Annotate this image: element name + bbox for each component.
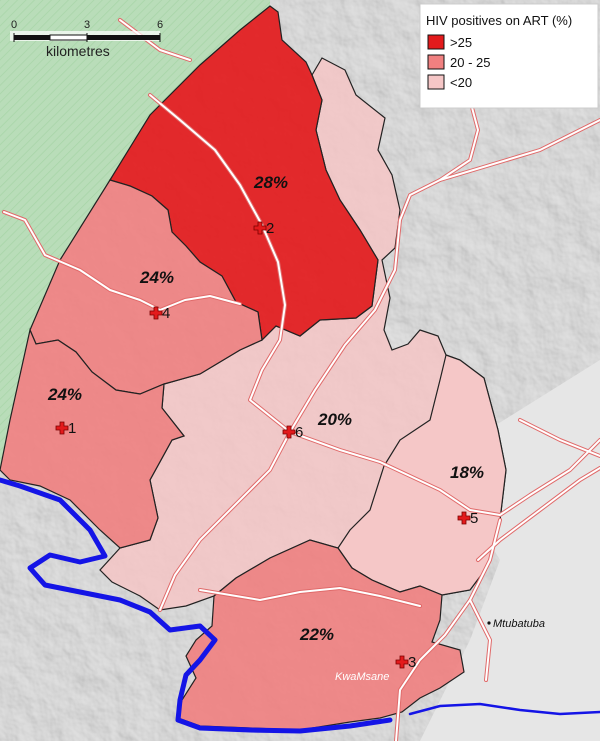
river-east (408, 702, 600, 716)
clinic-markers (55, 221, 471, 669)
legend-title: HIV positives on ART (%) (426, 13, 572, 28)
town-kwamsane-label: KwaMsane (335, 671, 389, 683)
region-clinic-6-pct: 20% (317, 410, 352, 429)
clinic-3-marker[interactable] (395, 655, 409, 669)
region-clinic-3-area (177, 539, 465, 731)
region-clinic-2-pct: 28% (253, 173, 288, 192)
clinic-4-label: 4 (162, 305, 170, 322)
legend-swatch-low (427, 74, 445, 90)
legend-box (419, 3, 599, 109)
road-network (2, 18, 600, 741)
legend-swatch-high (427, 34, 445, 50)
clinic-6-label: 6 (295, 424, 303, 441)
region-clinic-1-pct: 24% (47, 385, 82, 404)
region-clinic-1-area (0, 328, 185, 549)
region-clinic-4-pct: 24% (139, 268, 174, 287)
clinic-5-label: 5 (470, 510, 478, 527)
scale-tick-0: 0 (11, 19, 17, 31)
clinic-1-label: 1 (68, 420, 76, 437)
clinic-6-marker[interactable] (282, 425, 296, 439)
legend: HIV positives on ART (%) >25 20 - 25 <20 (419, 3, 599, 109)
clinic-4-marker[interactable] (149, 306, 163, 320)
clinic-3-label: 3 (408, 654, 416, 671)
river-main (0, 477, 393, 734)
legend-label-mid: 20 - 25 (450, 55, 490, 70)
legend-label-high: >25 (450, 35, 472, 50)
clinic-1-marker[interactable] (55, 421, 69, 435)
clinic-2-marker[interactable] (253, 221, 267, 235)
region-clinic-5-pct: 18% (450, 463, 484, 482)
scale-unit: kilometres (46, 43, 110, 59)
region-clinic-3-pct: 22% (299, 625, 334, 644)
legend-swatch-mid (427, 54, 445, 70)
town-mtubatuba-dot (487, 621, 491, 625)
vegetation-west-hatch (0, 0, 270, 470)
scale-tick-3: 3 (84, 19, 90, 31)
clinic-2-label: 2 (266, 220, 274, 237)
scale-bar (10, 31, 161, 42)
legend-label-low: <20 (450, 75, 472, 90)
scale-tick-6: 6 (157, 19, 163, 31)
town-mtubatuba-label: Mtubatuba (493, 618, 545, 630)
clinic-5-marker[interactable] (457, 511, 471, 525)
